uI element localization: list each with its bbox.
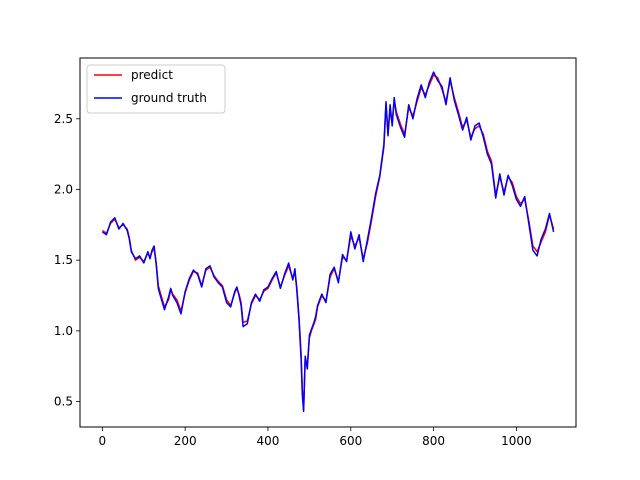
- y-tick-label: 0.5: [54, 395, 73, 409]
- y-tick-label: 1.5: [54, 253, 73, 267]
- y-tick-label: 2.5: [54, 112, 73, 126]
- y-axis: 0.5 1.0 1.5 2.0 2.5: [54, 112, 80, 409]
- plot-frame: [79, 57, 577, 428]
- x-tick-label: 600: [339, 434, 362, 448]
- x-tick-label: 800: [422, 434, 445, 448]
- legend-box: [86, 64, 226, 114]
- y-tick-label: 2.0: [54, 182, 73, 196]
- y-tick-label: 1.0: [54, 324, 73, 338]
- x-tick-label: 1000: [501, 434, 532, 448]
- legend-label-ground-truth: ground truth: [131, 91, 207, 105]
- x-tick-label: 200: [174, 434, 197, 448]
- x-tick-label: 400: [257, 434, 280, 448]
- x-tick-label: 0: [99, 434, 107, 448]
- legend-label-predict: predict: [131, 68, 173, 82]
- legend: predict ground truth: [86, 64, 226, 114]
- series-layer: [101, 71, 555, 413]
- series-line-ground-truth: [101, 71, 555, 413]
- x-axis: 0 200 400 600 800 1000: [99, 427, 532, 448]
- plot-area: [101, 71, 555, 413]
